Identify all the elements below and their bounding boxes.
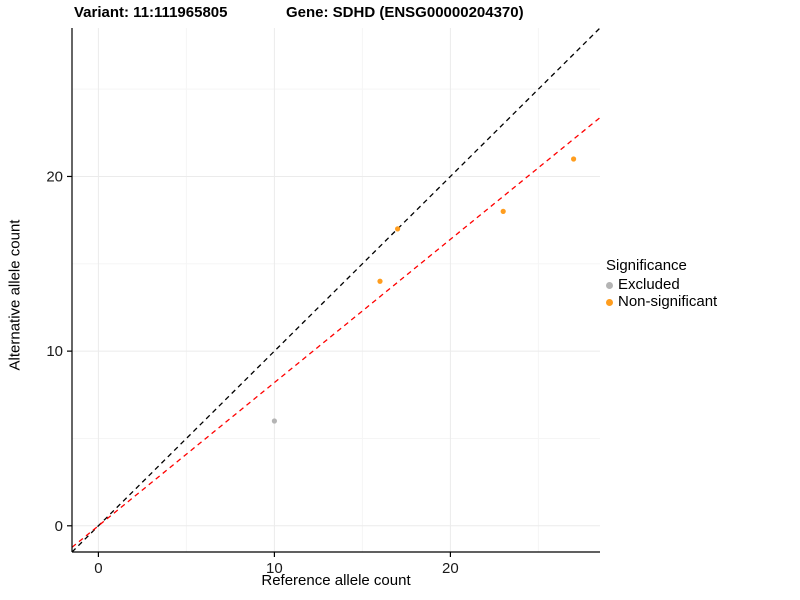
data-point-excluded xyxy=(271,418,277,424)
y-axis-label: Alternative allele count xyxy=(6,219,24,371)
fit-line xyxy=(72,117,600,548)
legend-item-excluded: Excluded xyxy=(606,277,717,293)
legend: Significance Excluded Non-significant xyxy=(606,258,717,311)
excluded-dot-icon xyxy=(606,281,613,289)
non-significant-dot-icon xyxy=(606,298,613,306)
data-point-non-significant xyxy=(377,278,383,284)
data-point-non-significant xyxy=(571,156,577,162)
gene-title: Gene: SDHD (ENSG00000204370) xyxy=(286,4,524,21)
identity-line xyxy=(72,28,600,552)
x-tick-label: 20 xyxy=(442,560,459,577)
variant-title: Variant: 11:111965805 xyxy=(74,4,228,21)
legend-title: Significance xyxy=(606,257,687,274)
legend-item-label: Excluded xyxy=(618,276,680,293)
data-point-non-significant xyxy=(395,226,401,232)
y-tick-label: 20 xyxy=(46,168,63,185)
y-tick-label: 10 xyxy=(46,343,63,360)
x-tick-label: 0 xyxy=(94,560,102,577)
x-tick-label: 10 xyxy=(266,560,283,577)
x-axis-label: Reference allele count xyxy=(261,572,411,589)
data-point-non-significant xyxy=(500,208,506,214)
legend-item-non-significant: Non-significant xyxy=(606,294,717,310)
y-tick-label: 0 xyxy=(55,518,63,535)
legend-item-label: Non-significant xyxy=(618,293,718,310)
